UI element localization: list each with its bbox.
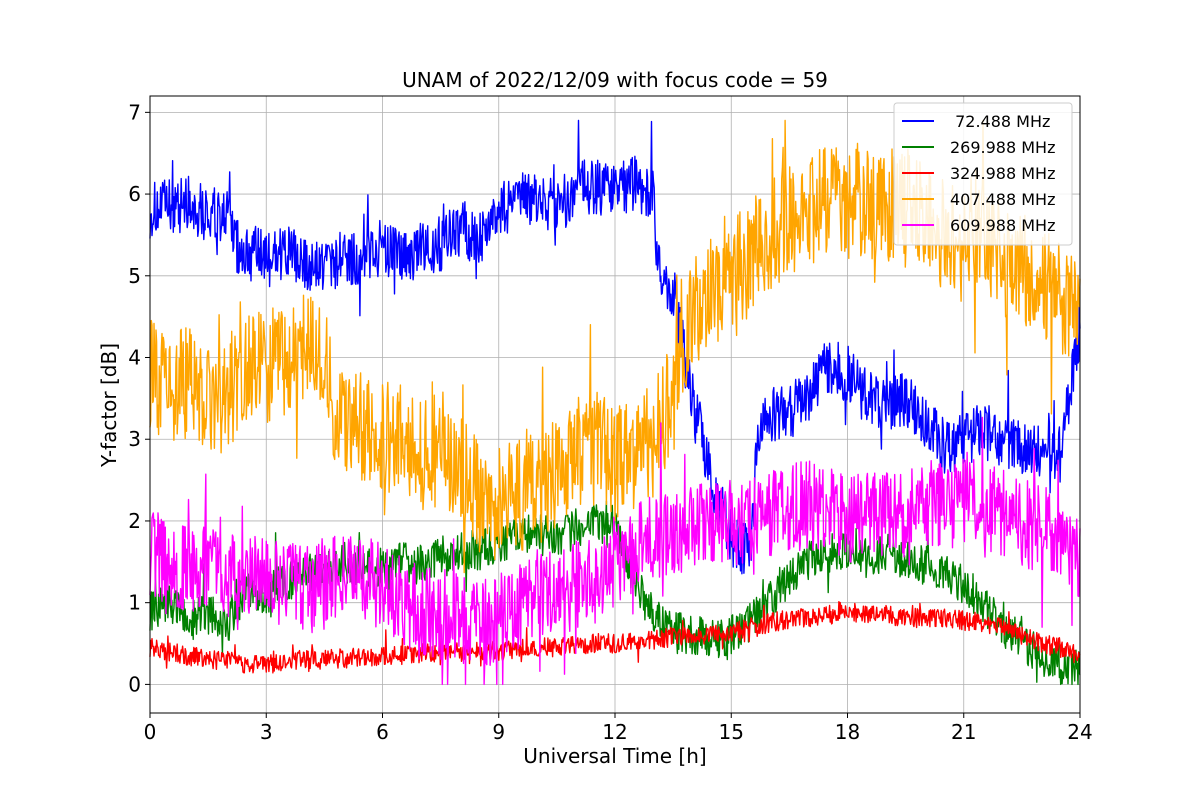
legend-label: 72.488 MHz: [950, 112, 1050, 131]
x-tick-label: 24: [1067, 720, 1092, 744]
legend-label: 407.488 MHz: [950, 190, 1055, 209]
x-tick-label: 12: [602, 720, 627, 744]
series-lines: [149, 119, 1081, 686]
series-line-5: [149, 416, 1081, 686]
legend-box: [893, 102, 1073, 246]
legend-label: 269.988 MHz: [950, 138, 1055, 157]
y-tick-label: 0: [128, 672, 141, 696]
legend-label: 609.988 MHz: [950, 216, 1055, 235]
series-line-3: [149, 601, 1081, 674]
y-tick-label: 2: [128, 509, 141, 533]
y-tick-label: 4: [128, 346, 141, 370]
x-tick-label: 21: [951, 720, 976, 744]
y-axis-title: Y-factor [dB]: [97, 343, 121, 468]
series-line-1: [149, 119, 1081, 575]
x-tick-label: 15: [719, 720, 744, 744]
y-tick-label: 6: [128, 182, 141, 206]
x-tick-label: 6: [376, 720, 389, 744]
x-tick-label: 3: [260, 720, 273, 744]
x-tick-label: 0: [144, 720, 157, 744]
x-tick-label: 9: [492, 720, 505, 744]
y-tick-label: 5: [128, 264, 141, 288]
y-tick-label: 1: [128, 591, 141, 615]
legend-label: 324.988 MHz: [950, 164, 1055, 183]
chart-title: UNAM of 2022/12/09 with focus code = 59: [402, 68, 828, 92]
legend: 72.488 MHz 269.988 MHz 324.988 MHz 407.488 …: [893, 102, 1073, 246]
x-axis-title: Universal Time [h]: [523, 744, 706, 768]
x-tick-label: 18: [835, 720, 860, 744]
y-tick-label: 3: [128, 427, 141, 451]
y-tick-label: 7: [128, 100, 141, 124]
